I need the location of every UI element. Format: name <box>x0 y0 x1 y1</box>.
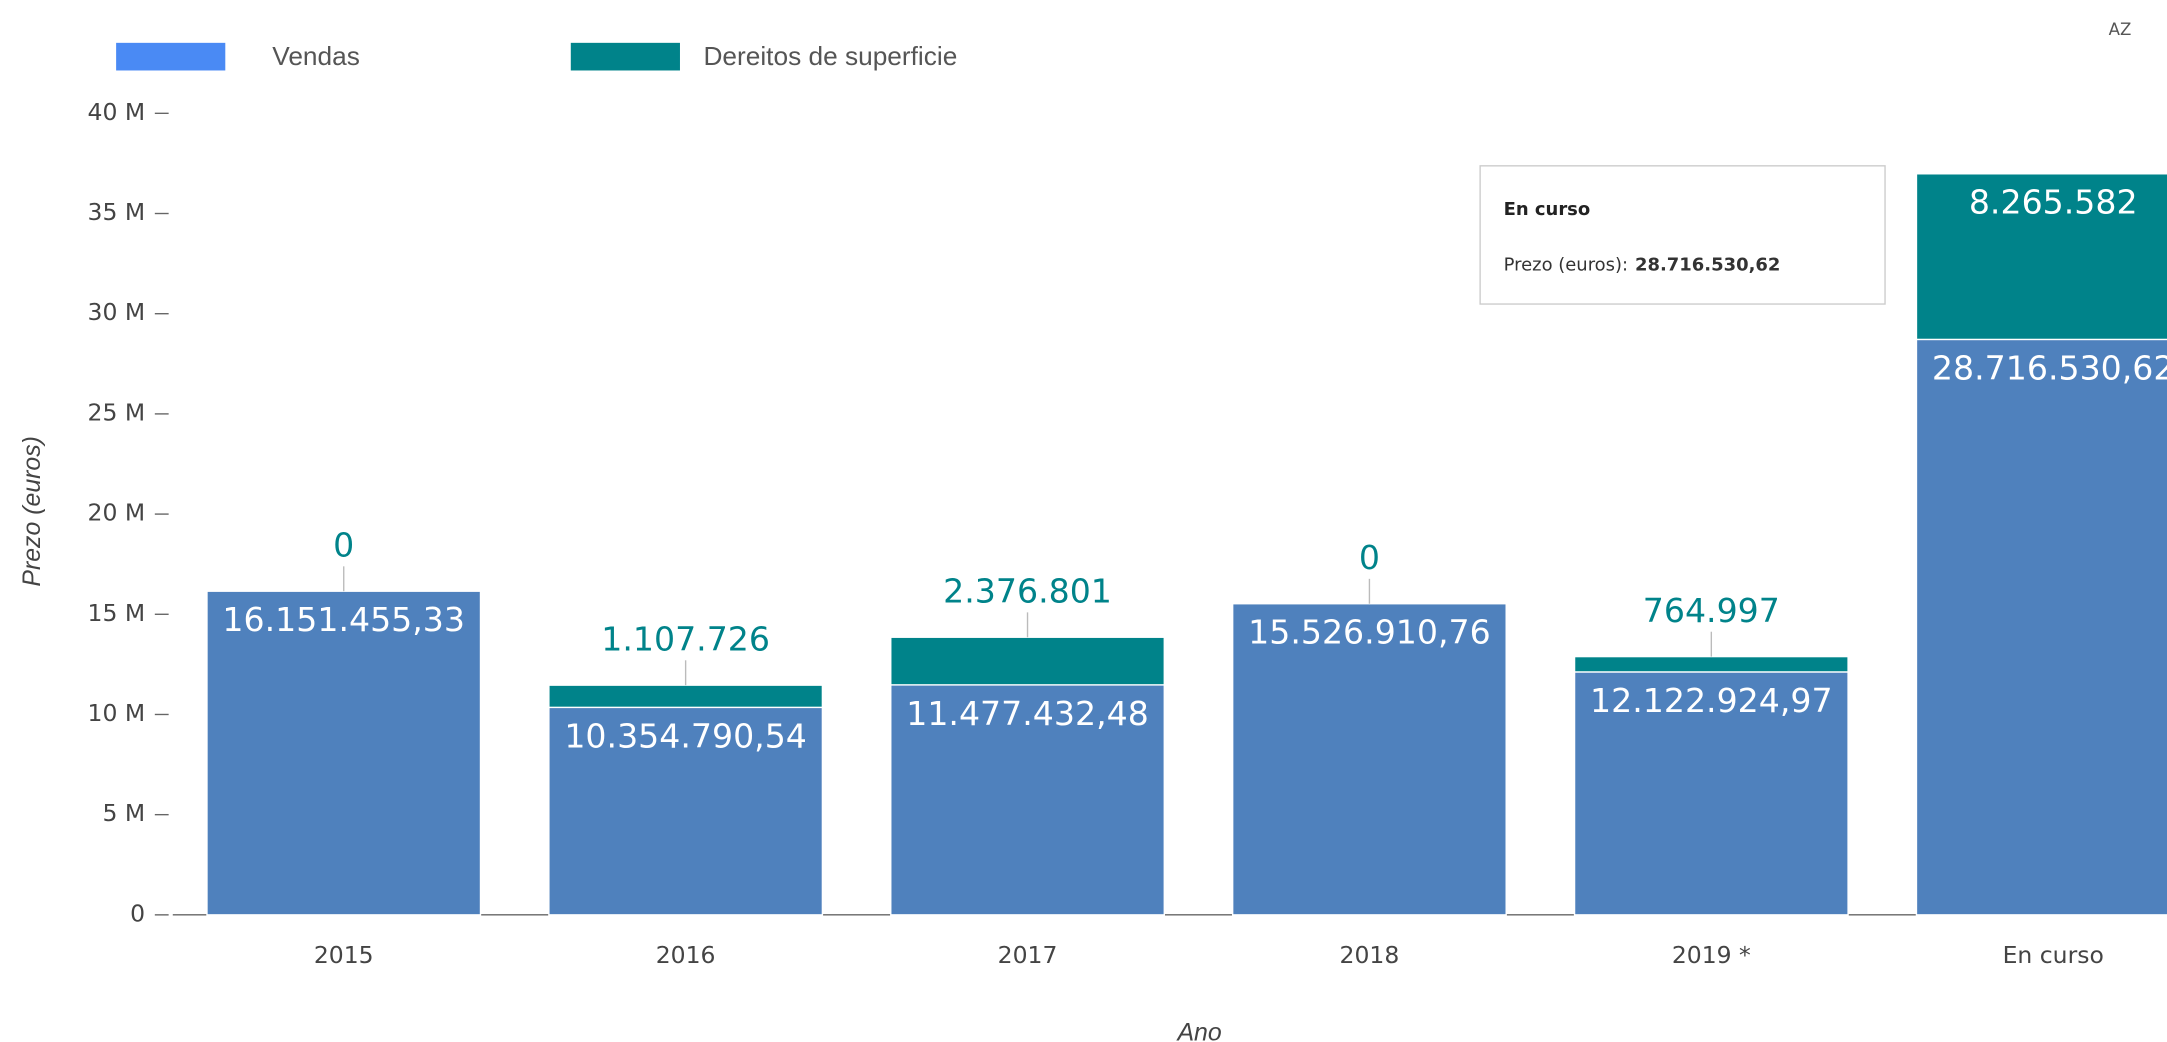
bar-segment <box>206 590 482 916</box>
value-label: 0 <box>1359 538 1380 577</box>
y-tick-label: 5 M <box>102 799 145 827</box>
x-tick-label: 2018 <box>1340 941 1400 969</box>
x-axis-label: Ano <box>1175 1018 1221 1042</box>
legend-label: Vendas <box>272 41 360 71</box>
bar-segment <box>548 684 824 709</box>
y-tick-label: 0 <box>130 899 145 927</box>
y-axis-label: Prezo (euros) <box>18 436 46 587</box>
tooltip: En curso Prezo (euros): 28.716.530,62 <box>1479 165 1886 305</box>
y-tick-label: 30 M <box>88 298 146 326</box>
tooltip-line: Prezo (euros): 28.716.530,62 <box>1504 254 1781 275</box>
y-tick-label: 40 M <box>88 98 146 126</box>
value-label: 2.376.801 <box>943 572 1112 611</box>
tooltip-title: En curso <box>1504 199 1591 220</box>
bar-segment <box>1231 603 1507 916</box>
bar-segment <box>1915 338 2167 916</box>
value-label: 15.526.910,76 <box>1248 613 1491 652</box>
bar-segment <box>1915 173 2167 341</box>
tooltip-box <box>1479 165 1886 305</box>
bar-segment <box>890 636 1165 686</box>
y-tick-label: 20 M <box>88 499 146 527</box>
x-tick-label: 2019 * <box>1672 941 1751 969</box>
x-tick-label: 2015 <box>314 941 374 969</box>
value-label: 11.477.432,48 <box>906 694 1149 733</box>
y-tick-label: 10 M <box>88 699 146 727</box>
value-label: 764.997 <box>1643 591 1780 630</box>
sort-button[interactable]: AZ <box>2109 20 2132 39</box>
legend-swatch <box>116 42 226 71</box>
value-label: 28.716.530,62 <box>1932 348 2167 387</box>
y-tick-label: 35 M <box>88 198 146 226</box>
value-label: 0 <box>333 525 354 564</box>
value-label: 1.107.726 <box>601 619 770 658</box>
tooltip-value: 28.716.530,62 <box>1635 254 1780 275</box>
value-label: 8.265.582 <box>1969 183 2138 222</box>
legend-swatch <box>570 42 680 71</box>
x-tick-label: 2016 <box>656 941 716 969</box>
bar-segment <box>1573 671 1849 916</box>
y-tick-label: 25 M <box>88 398 146 426</box>
tooltip-label: Prezo (euros): <box>1504 254 1628 275</box>
x-tick-label: 2017 <box>998 941 1058 969</box>
bar-segment <box>548 706 824 916</box>
x-tick-label: En curso <box>2003 941 2104 969</box>
bar-segment <box>890 684 1165 916</box>
legend-label: Dereitos de superficie <box>703 41 957 71</box>
value-label: 12.122.924,97 <box>1590 681 1833 720</box>
bar-segment <box>1573 655 1849 673</box>
value-label: 16.151.455,33 <box>222 600 465 639</box>
value-label: 10.354.790,54 <box>564 716 807 755</box>
y-tick-label: 15 M <box>88 599 146 627</box>
